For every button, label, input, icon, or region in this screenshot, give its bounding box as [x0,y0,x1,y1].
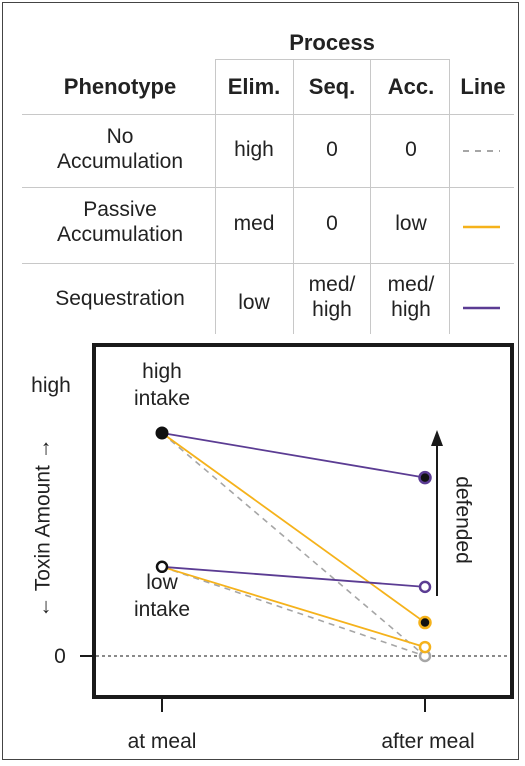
series-line-low-row-0 [161,566,426,657]
table-row-2-phenotype: Sequestration [55,287,185,310]
row-2-seq-line-1: med/ [308,273,356,296]
y-tick-label-zero: 0 [54,645,66,668]
y-axis-label: ← Toxin Amount → [32,438,55,617]
x-label-after-meal: after meal [381,730,474,753]
table-row-0-elim: high [234,138,274,161]
end-marker-high-row-2 [418,470,432,485]
table-row-1-seq: 0 [326,212,338,235]
col-divider-2 [293,59,294,334]
table-row-0-acc: 0 [405,138,417,161]
end-marker-low-row-2 [418,580,432,594]
table-row-2-acc: med/ high [388,272,435,322]
defended-arrow-head [431,430,443,446]
annotation-low-intake-2: intake [134,598,190,621]
end-marker-low-row-1 [418,640,432,654]
row-0-phenotype-line-1: No [106,125,134,148]
series-line-high-row-2 [161,432,426,479]
process-underline [215,59,449,60]
annotation-high-intake-2: intake [134,387,190,410]
header-divider [22,114,514,115]
end-marker-high-row-1 [418,615,432,630]
table-row-1-elim: med [233,212,275,235]
marker-group [155,426,432,663]
table-row-1-phenotype: Passive Accumulation [57,197,183,247]
series-line-high-row-0 [161,432,426,657]
row-divider-2 [22,263,514,264]
table-row-0-phenotype: No Accumulation [57,124,183,174]
y-tick-label-high: high [31,374,71,397]
row-0-phenotype-line-2: Accumulation [56,150,184,173]
col-divider-1 [215,59,216,334]
series-line-high-row-1 [161,432,426,624]
col-divider-3 [370,59,371,334]
col-divider-4 [449,59,450,334]
figure-frame [2,2,519,760]
col-header-elim: Elim. [227,74,281,99]
col-header-line: Line [460,74,506,99]
row-2-seq-line-2: high [312,298,352,321]
plot-area-border [92,343,514,699]
table-row-2-elim: low [238,291,270,314]
series-group [161,432,426,657]
annotation-low-intake-1: low [146,571,178,594]
annotation-high-intake-1: high [142,360,182,383]
table-row-0-seq: 0 [326,138,338,161]
col-header-phenotype: Phenotype [63,74,177,99]
series-line-low-row-2 [161,565,426,588]
row-1-phenotype-line-1: Passive [83,198,157,221]
series-line-low-row-1 [161,565,426,648]
line-legend [463,150,500,310]
row-2-acc-line-1: med/ [387,273,435,296]
defended-label: defended [451,476,474,564]
table-row-2-seq: med/ high [309,272,356,322]
col-header-seq: Seq. [308,74,356,99]
row-2-acc-line-2: high [391,298,431,321]
x-label-at-meal: at meal [128,730,197,753]
start-marker-high-intake [155,426,169,440]
table-row-1-acc: low [395,212,427,235]
process-header: Process [289,30,375,55]
row-1-phenotype-line-2: Accumulation [56,223,184,246]
row-divider-1 [22,187,514,188]
col-header-acc: Acc. [387,74,435,99]
start-marker-low-intake [155,560,169,574]
